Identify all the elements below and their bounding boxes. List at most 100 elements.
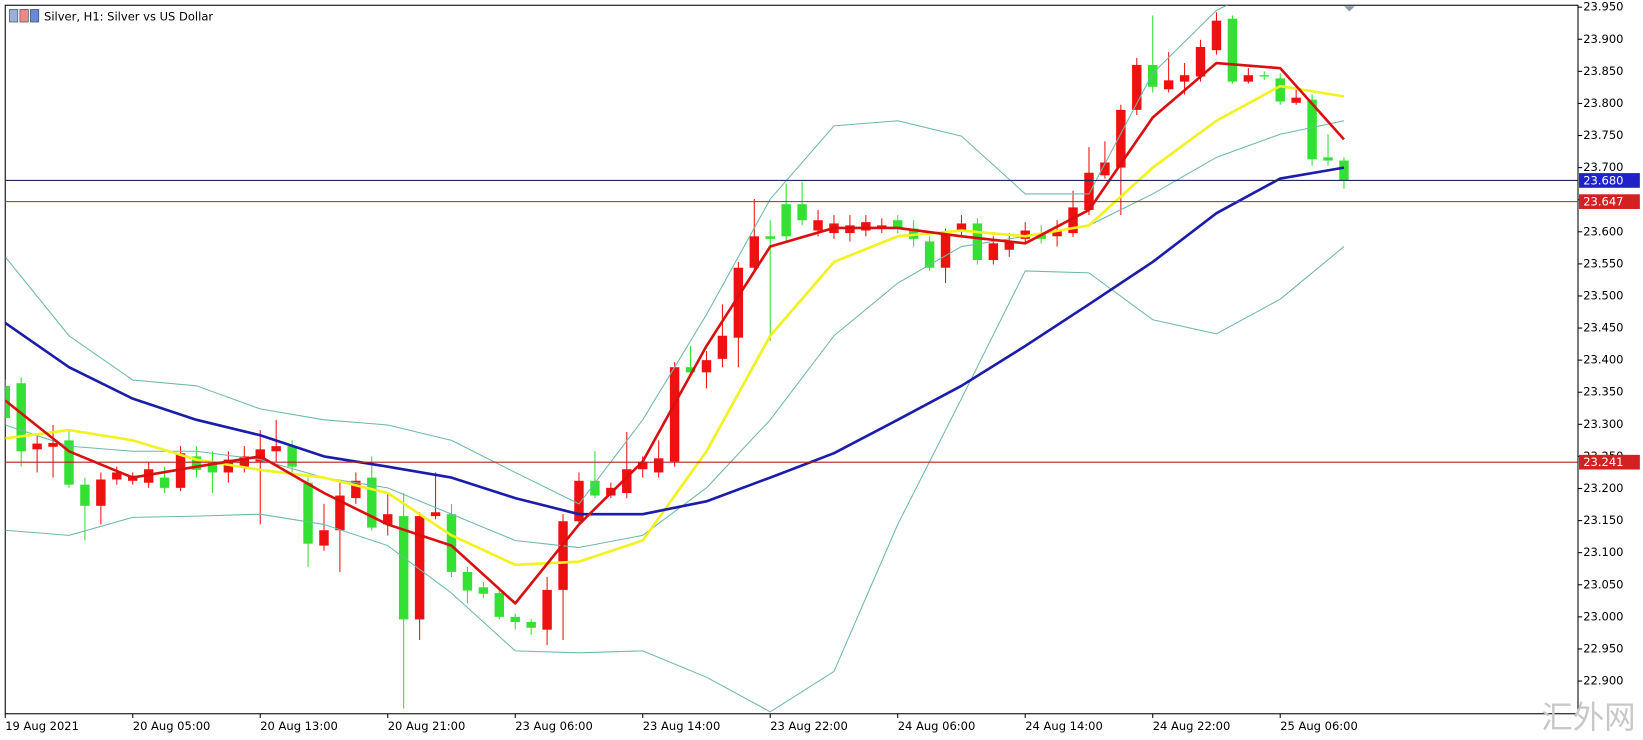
x-tick-label: 24 Aug 06:00 — [898, 719, 976, 733]
candle-body — [48, 442, 58, 447]
price-level-label: 23.241 — [1583, 455, 1623, 469]
candle-body — [893, 220, 903, 229]
candle-body — [1323, 157, 1333, 161]
candle-body — [80, 484, 90, 506]
y-tick-label: 23.800 — [1583, 96, 1623, 110]
candle-body — [701, 360, 712, 373]
y-tick-label: 23.200 — [1583, 481, 1623, 495]
candle-body — [1339, 160, 1349, 181]
candle-body — [494, 593, 505, 617]
candle-body — [1259, 75, 1269, 77]
price-level-label: 23.680 — [1583, 173, 1623, 187]
y-tick-label: 23.900 — [1583, 32, 1623, 46]
candle-body — [1020, 230, 1030, 239]
candle-body — [1148, 64, 1158, 87]
candle-body — [1291, 97, 1301, 103]
indicator-line — [5, 120, 1345, 549]
x-tick-label: 25 Aug 06:00 — [1280, 719, 1358, 733]
x-tick-label: 19 Aug 2021 — [5, 719, 79, 733]
y-tick-label: 23.500 — [1583, 288, 1623, 302]
plot-frame — [4, 4, 1579, 715]
candle-body — [1307, 99, 1317, 160]
candle-body — [478, 587, 489, 594]
candle-body — [749, 236, 760, 268]
candle-body — [414, 516, 425, 620]
x-tick-label: 20 Aug 21:00 — [388, 719, 466, 733]
candle-body — [988, 243, 999, 261]
candle-body — [191, 456, 202, 470]
y-tick-label: 22.950 — [1583, 641, 1623, 655]
shift-marker — [1344, 6, 1355, 12]
candle-body — [1179, 75, 1190, 82]
candle-body — [367, 477, 377, 528]
y-tick-label: 23.400 — [1583, 353, 1623, 367]
candle-body — [685, 367, 696, 373]
candle-body — [1068, 207, 1078, 234]
x-tick-label: 20 Aug 05:00 — [133, 719, 211, 733]
x-tick-label: 24 Aug 14:00 — [1025, 719, 1103, 733]
y-tick-label: 23.700 — [1583, 160, 1623, 174]
candle-body — [765, 236, 775, 239]
candle-body — [1243, 75, 1254, 82]
candle-body — [112, 472, 122, 480]
candle-body — [813, 220, 823, 231]
candle-body — [207, 461, 218, 473]
candle-body — [797, 204, 807, 221]
candle-body — [398, 516, 409, 620]
indicator-line — [5, 84, 1345, 567]
candle-body — [956, 223, 967, 231]
candle-body — [1132, 64, 1142, 110]
candle-body — [383, 514, 393, 525]
candle-body — [574, 480, 584, 522]
x-tick-label: 23 Aug 22:00 — [770, 719, 848, 733]
candle-body — [669, 367, 680, 462]
y-tick-label: 23.850 — [1583, 64, 1623, 78]
y-tick-label: 23.450 — [1583, 321, 1623, 335]
price-level-tag — [1579, 173, 1640, 188]
plot-area — [5, 5, 1349, 713]
candle-body — [717, 335, 728, 359]
y-tick-label: 23.600 — [1583, 224, 1623, 238]
x-tick-label: 20 Aug 13:00 — [260, 719, 338, 733]
y-tick-label: 23.750 — [1583, 128, 1623, 142]
indicator-line — [5, 61, 1345, 605]
y-tick-label: 23.350 — [1583, 385, 1623, 399]
candle-body — [446, 514, 457, 572]
indicator-line — [5, 166, 1345, 516]
candle-body — [1116, 109, 1126, 168]
y-tick-label: 23.300 — [1583, 417, 1623, 431]
candle-body — [622, 469, 632, 493]
candle-body — [1227, 18, 1238, 82]
price-level-tag — [1579, 454, 1640, 470]
price-level-label: 23.647 — [1583, 195, 1623, 209]
candle-body — [972, 223, 983, 261]
candle-body — [430, 512, 441, 517]
x-tick-label: 23 Aug 06:00 — [515, 719, 593, 733]
candle-body — [781, 204, 791, 237]
candle-body — [1052, 230, 1062, 237]
y-tick-label: 23.000 — [1583, 609, 1623, 623]
y-tick-label: 23.950 — [1583, 0, 1623, 14]
candle-body — [526, 621, 536, 628]
indicator-line — [5, 5, 1229, 505]
candle-body — [1163, 80, 1174, 90]
candle-body — [1211, 20, 1222, 51]
candle-body — [1100, 162, 1110, 176]
candle-body — [1195, 46, 1206, 77]
title-icon — [9, 9, 40, 23]
candle-body — [861, 222, 871, 231]
y-tick-label: 23.550 — [1583, 256, 1623, 270]
price-level-tag — [1579, 194, 1640, 209]
candle-body — [96, 479, 106, 506]
candle-body — [303, 482, 313, 544]
y-tick-label: 22.900 — [1583, 674, 1623, 688]
candle-body — [351, 480, 361, 499]
candle-body — [940, 233, 951, 268]
y-tick-label: 23.150 — [1583, 513, 1623, 527]
candle-body — [510, 616, 520, 622]
candle-body — [271, 446, 281, 452]
candle-body — [558, 521, 568, 590]
